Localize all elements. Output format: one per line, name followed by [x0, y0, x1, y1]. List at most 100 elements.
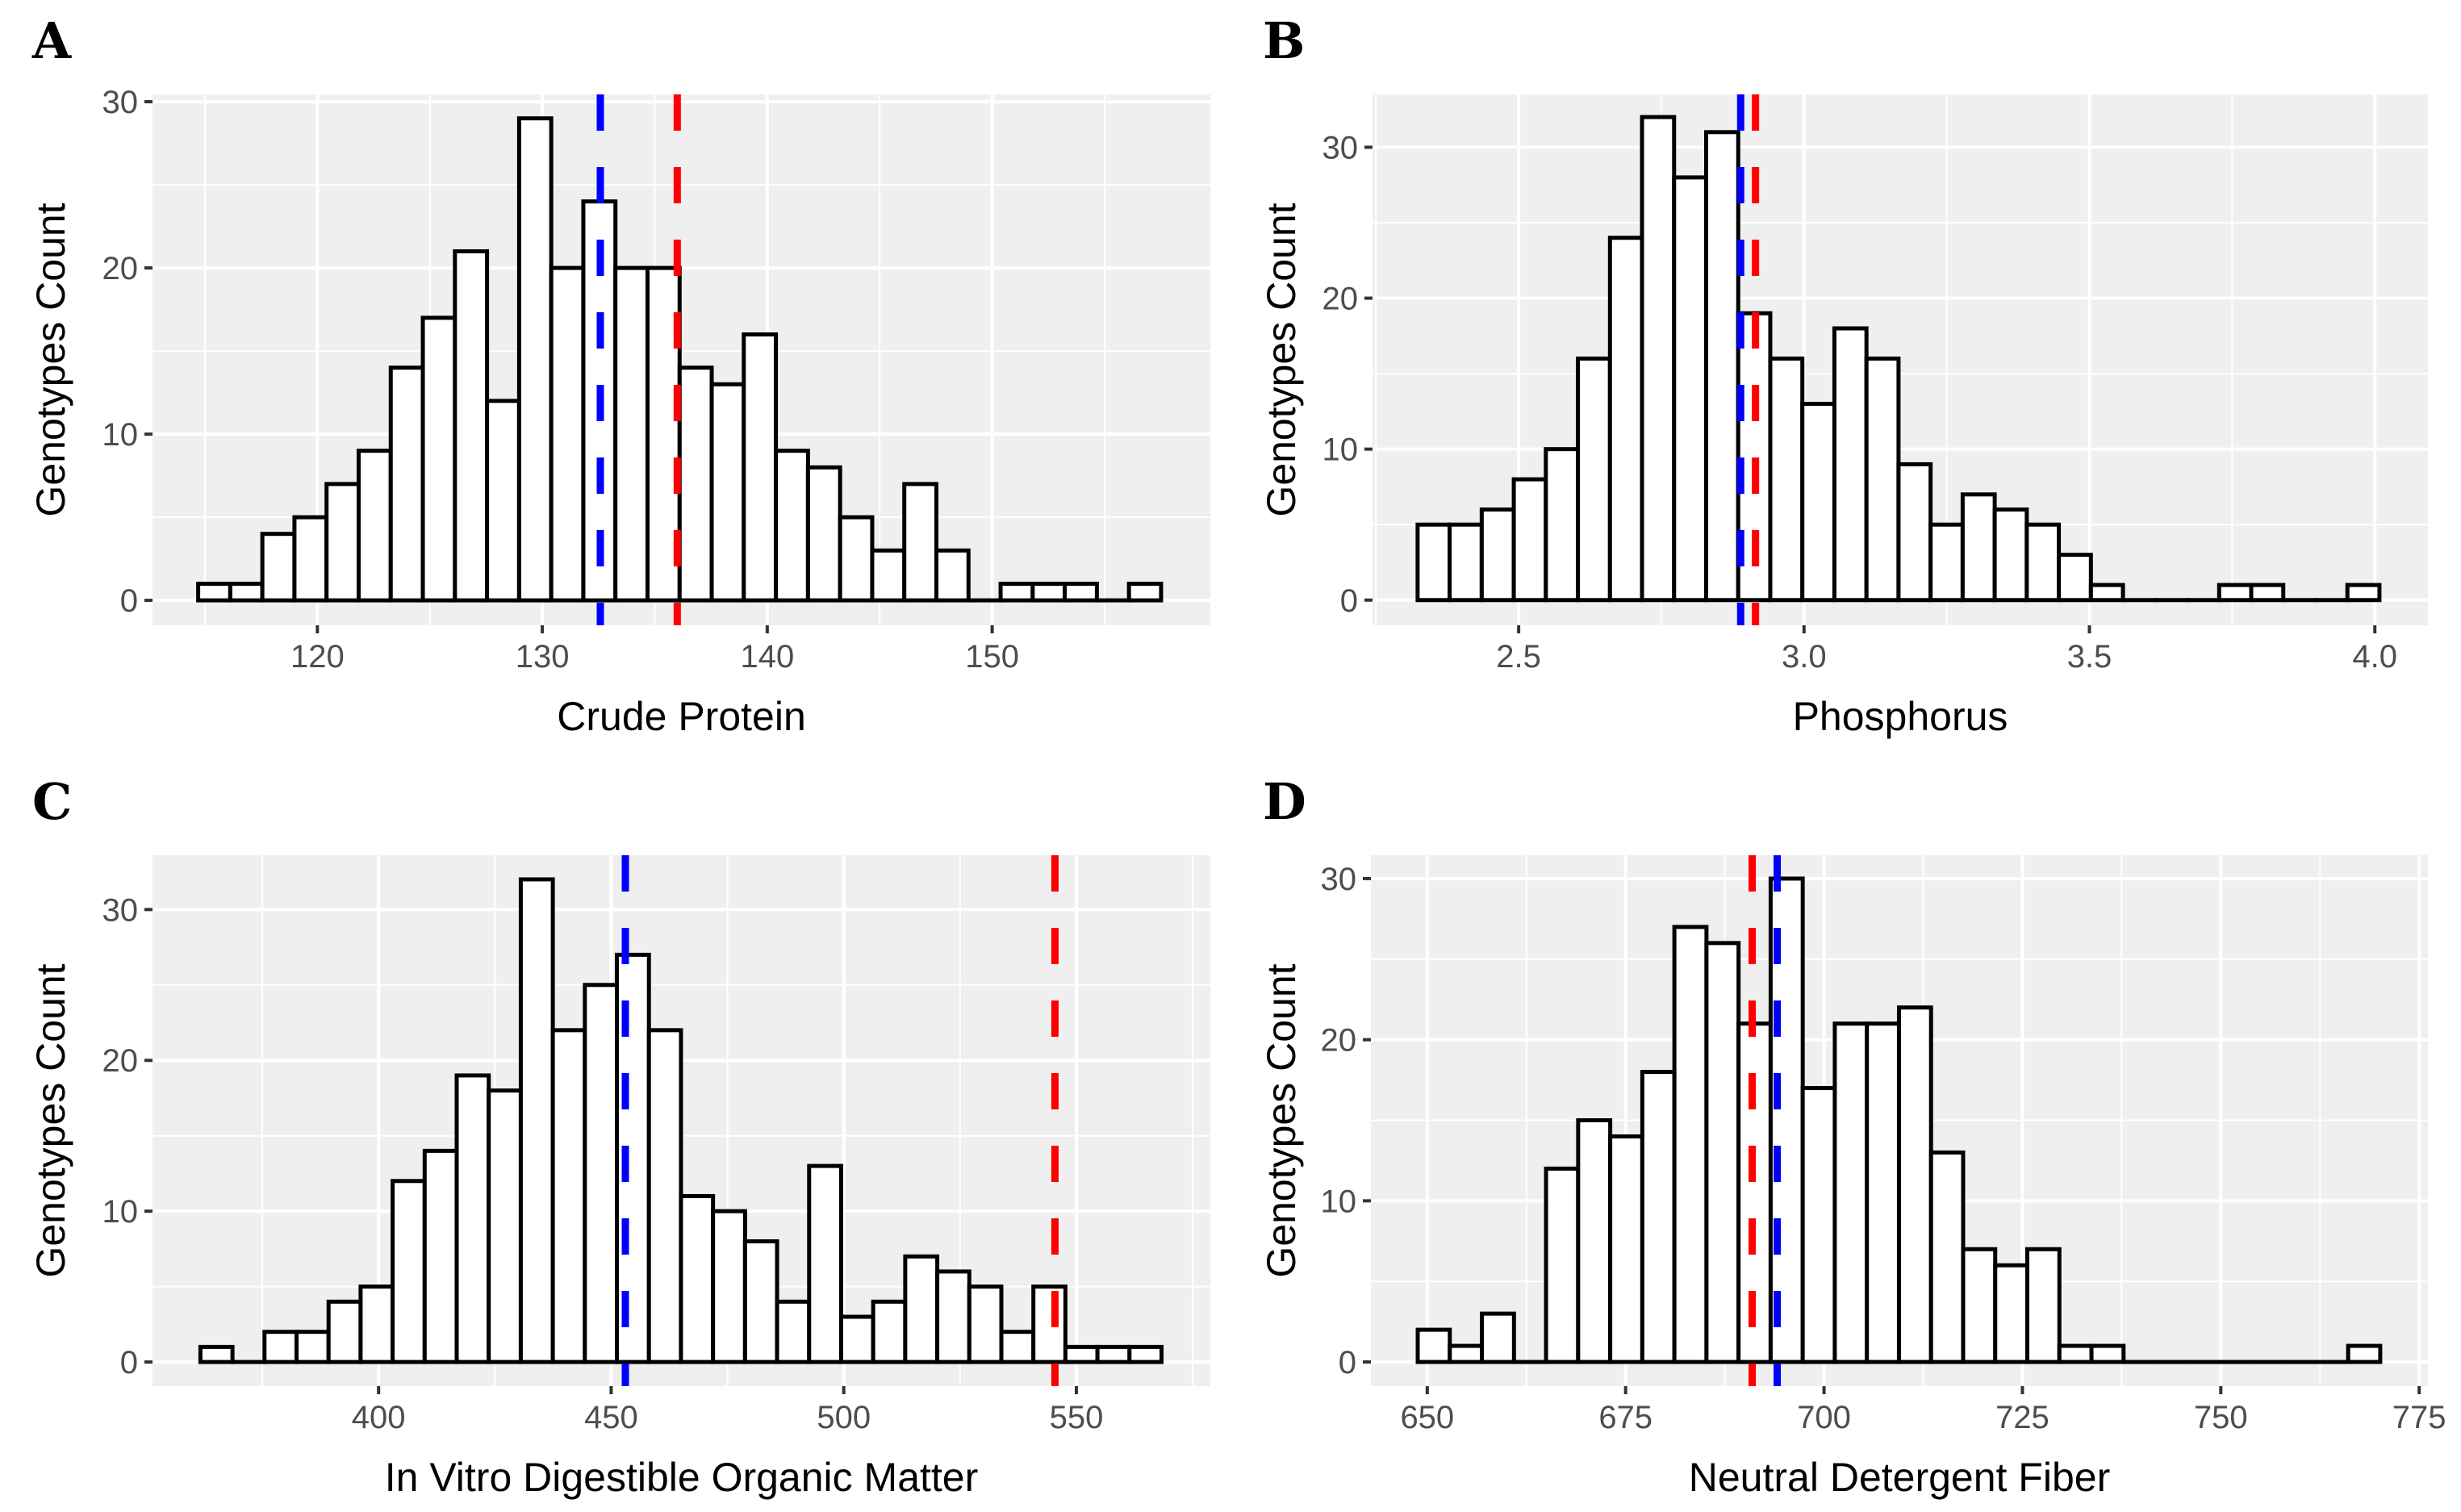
x-tick-label: 120: [290, 639, 345, 675]
histogram-bar: [262, 1330, 299, 1364]
panel-label: D: [1263, 772, 1306, 831]
histogram-bar: [998, 581, 1035, 603]
histogram-bar: [326, 1299, 363, 1364]
histogram-bar: [1672, 925, 1709, 1364]
panel-c: 400 450 500 550 0 10 20 30 In Vitro Digestible O…: [28, 772, 1210, 1500]
histogram-bar: [805, 465, 842, 603]
histogram-bar: [454, 1073, 491, 1364]
y-tick-label: 10: [102, 1194, 139, 1230]
histogram-bar: [294, 1330, 331, 1364]
histogram-bar: [774, 449, 810, 603]
histogram-bar: [646, 1028, 683, 1364]
x-axis-title: Phosphorus: [1793, 694, 2008, 739]
histogram-bar: [1479, 507, 1516, 603]
histogram-bar: [1992, 507, 2029, 603]
x-axis-title: In Vitro Digestible Organic Matter: [385, 1455, 979, 1500]
histogram-bar: [1126, 581, 1164, 603]
histogram-bar: [516, 116, 554, 603]
histogram-bar: [1800, 1086, 1837, 1364]
histogram-bar: [1896, 1005, 1933, 1364]
panel-label: A: [31, 11, 72, 70]
x-tick-label: 750: [2194, 1400, 2248, 1435]
histogram-bar: [1095, 1344, 1132, 1364]
y-axis-title: Genotypes Count: [1259, 963, 1304, 1277]
histogram-bar: [1704, 941, 1741, 1364]
y-tick-label: 0: [1339, 1345, 1356, 1380]
histogram-bar: [1832, 1021, 1870, 1364]
histogram-bar: [615, 952, 651, 1364]
histogram-bar: [1896, 462, 1933, 603]
histogram-bar: [388, 365, 425, 603]
histogram-bar: [838, 515, 875, 603]
histogram-bar: [1640, 115, 1677, 603]
histogram-bar: [1063, 581, 1099, 603]
histogram-bar: [2345, 583, 2382, 603]
histogram-bar: [1415, 1327, 1452, 1364]
x-tick-label: 500: [817, 1400, 871, 1435]
histogram-bar: [903, 1254, 940, 1364]
histogram-bar: [453, 249, 490, 603]
histogram-bar: [613, 265, 650, 603]
x-tick-label: 3.5: [2067, 639, 2112, 675]
histogram-bar: [487, 1088, 523, 1364]
histogram-bar: [228, 581, 265, 603]
x-tick-label: 4.0: [2352, 639, 2397, 675]
x-tick-label: 725: [1995, 1400, 2049, 1435]
histogram-bar: [2088, 583, 2125, 603]
x-tick-label: 700: [1797, 1400, 1851, 1435]
histogram-bar: [1607, 236, 1644, 603]
x-tick-label: 2.5: [1496, 639, 1541, 675]
histogram-bar: [518, 877, 555, 1364]
x-tick-label: 140: [740, 639, 794, 675]
histogram-bar: [198, 1344, 235, 1364]
histogram-bar: [422, 1148, 459, 1364]
histogram-bar: [967, 1284, 1004, 1364]
histogram-bar: [2024, 522, 2062, 603]
histogram-bar: [550, 1028, 587, 1364]
histogram-bar: [1031, 1284, 1068, 1364]
histogram-bar: [391, 1179, 427, 1364]
histogram-bar: [2089, 1343, 2126, 1364]
histogram-bar: [260, 532, 297, 603]
histogram-bar: [1415, 522, 1452, 603]
x-tick-label: 675: [1598, 1400, 1653, 1435]
panel-label: C: [32, 772, 72, 831]
histogram-bar: [549, 265, 586, 603]
histogram-bar: [292, 515, 329, 603]
panel-d: 650 675 700 725 750 775 0 10 20 30 Neutral Deterge…: [1259, 772, 2446, 1500]
y-tick-label: 20: [102, 1043, 139, 1079]
x-axis-title: Crude Protein: [557, 694, 806, 739]
histogram-bar: [1127, 1344, 1164, 1364]
histogram-bar: [1544, 1166, 1581, 1364]
histogram-bar: [2057, 1343, 2094, 1364]
histogram-bar: [1768, 356, 1805, 603]
y-axis-title: Genotypes Count: [1259, 203, 1304, 516]
y-tick-label: 30: [1322, 130, 1359, 165]
histogram-bar: [1448, 522, 1484, 603]
histogram-bar: [999, 1330, 1036, 1364]
histogram-bar: [1480, 1311, 1516, 1364]
histogram-bar: [324, 482, 361, 603]
histogram-bar: [1864, 356, 1901, 603]
y-tick-label: 0: [120, 583, 138, 619]
histogram-bar: [711, 1209, 747, 1364]
x-tick-label: 400: [352, 1400, 406, 1435]
y-tick-label: 30: [102, 85, 139, 120]
histogram-bar: [356, 449, 393, 603]
histogram-bar: [420, 315, 458, 603]
histogram-bar: [1511, 477, 1548, 603]
histogram-bar: [679, 1193, 716, 1364]
x-tick-label: 775: [2392, 1400, 2446, 1435]
histogram-bar: [2346, 1343, 2383, 1364]
histogram-bar: [934, 548, 971, 603]
y-tick-label: 10: [1321, 1184, 1357, 1219]
histogram-bar: [358, 1284, 395, 1364]
histogram-bar: [742, 1239, 779, 1364]
histogram-bar: [1832, 326, 1869, 603]
x-tick-label: 3.0: [1782, 639, 1827, 675]
y-tick-label: 0: [1340, 583, 1358, 619]
panel-b: 2.5 3.0 3.5 4.0 0 10 20 30 Phosphorus Genotypes C…: [1259, 11, 2428, 739]
histogram-bar: [1704, 130, 1740, 603]
histogram-bar: [838, 1314, 875, 1364]
